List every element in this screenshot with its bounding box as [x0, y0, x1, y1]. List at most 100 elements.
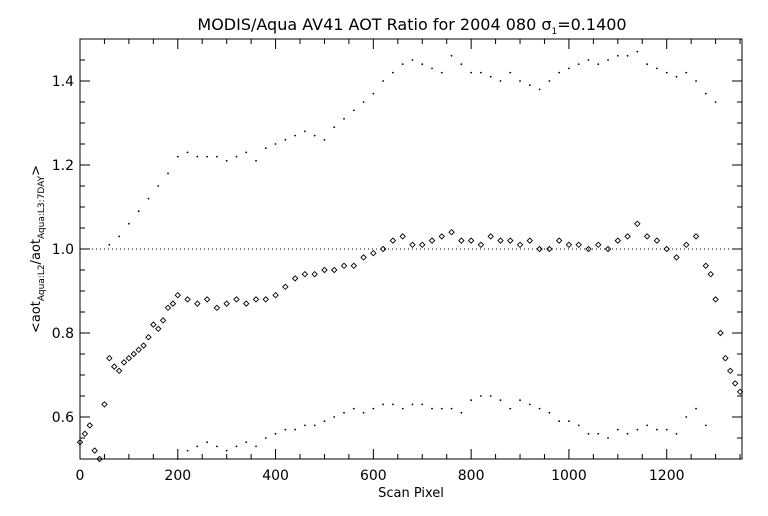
x-tick-label: 400: [262, 468, 289, 484]
data-point-mean_ratio: [174, 291, 182, 299]
data-point-mean_ratio: [477, 241, 485, 249]
data-point-lower_sigma: [196, 445, 199, 448]
data-point-upper_sigma: [665, 71, 668, 74]
data-point-lower_sigma: [274, 432, 277, 435]
data-point-lower_sigma: [597, 432, 600, 435]
y-axis-ticks: 0.6 0.8 1.0 1.2 1.4: [52, 38, 742, 460]
data-point-upper_sigma: [499, 80, 502, 82]
data-point-upper_sigma: [323, 138, 326, 141]
data-point-mean_ratio: [311, 270, 318, 278]
data-point-upper_sigma: [577, 63, 580, 66]
data-point-mean_ratio: [526, 237, 534, 244]
data-point-lower_sigma: [704, 424, 707, 427]
x-axis-label: Scan Pixel: [378, 486, 444, 501]
data-point-lower_sigma: [235, 445, 238, 448]
data-point-upper_sigma: [313, 134, 316, 137]
data-point-mean_ratio: [497, 237, 504, 244]
data-point-mean_ratio: [169, 300, 177, 307]
data-point-mean_ratio: [683, 241, 690, 249]
data-point-mean_ratio: [350, 262, 358, 270]
data-point-lower_sigma: [685, 416, 688, 418]
data-point-lower_sigma: [255, 445, 257, 448]
chart-title: MODIS/Aqua AV41 AOT Ratio for 2004 080 σ…: [197, 15, 626, 37]
data-point-mean_ratio: [340, 262, 348, 270]
data-point-lower_sigma: [577, 424, 580, 427]
data-point-upper_sigma: [587, 59, 590, 61]
data-point-mean_ratio: [150, 321, 157, 328]
data-point-upper_sigma: [675, 75, 678, 78]
data-point-lower_sigma: [333, 416, 336, 418]
data-point-mean_ratio: [125, 354, 133, 362]
data-point-upper_sigma: [245, 151, 248, 154]
data-point-mean_ratio: [595, 241, 602, 249]
data-point-lower_sigma: [480, 395, 482, 397]
data-point-upper_sigma: [421, 63, 424, 66]
data-point-mean_ratio: [242, 300, 250, 307]
data-point-upper_sigma: [304, 130, 306, 133]
data-point-mean_ratio: [604, 245, 612, 253]
data-point-upper_sigma: [636, 50, 639, 53]
data-point-upper_sigma: [186, 151, 189, 154]
x-tick-label: 1200: [649, 468, 685, 484]
data-point-mean_ratio: [120, 359, 128, 366]
y-axis-label: <aotAqua:L2/aotAqua:L3:7DAY>: [29, 165, 47, 333]
data-point-lower_sigma: [352, 407, 355, 410]
data-point-mean_ratio: [575, 241, 582, 249]
data-point-mean_ratio: [194, 300, 201, 307]
data-point-lower_sigma: [509, 407, 512, 410]
data-point-lower_sigma: [548, 411, 551, 414]
data-point-mean_ratio: [614, 237, 622, 244]
data-point-lower_sigma: [626, 432, 629, 435]
data-point-mean_ratio: [291, 275, 299, 282]
x-tick-label: 600: [360, 468, 387, 484]
data-point-mean_ratio: [379, 245, 387, 253]
data-marks: [76, 50, 744, 463]
y-tick-label: 1.4: [52, 74, 74, 90]
data-point-lower_sigma: [499, 399, 502, 402]
data-point-upper_sigma: [646, 63, 649, 66]
data-point-upper_sigma: [597, 63, 600, 66]
data-point-lower_sigma: [519, 399, 521, 402]
data-point-mean_ratio: [301, 270, 309, 278]
data-point-mean_ratio: [736, 388, 744, 396]
data-point-lower_sigma: [656, 428, 658, 431]
data-point-mean_ratio: [159, 317, 167, 324]
data-point-lower_sigma: [215, 445, 218, 448]
data-point-mean_ratio: [692, 233, 700, 240]
data-point-lower_sigma: [392, 403, 394, 406]
data-point-upper_sigma: [558, 71, 561, 74]
data-point-mean_ratio: [130, 350, 138, 358]
data-point-mean_ratio: [223, 300, 230, 307]
x-tick-label: 1000: [551, 468, 587, 484]
data-point-mean_ratio: [707, 270, 714, 278]
data-point-lower_sigma: [489, 395, 492, 397]
data-point-lower_sigma: [646, 424, 649, 427]
data-point-mean_ratio: [624, 233, 631, 240]
data-point-upper_sigma: [401, 63, 404, 66]
data-point-mean_ratio: [76, 438, 84, 446]
data-point-mean_ratio: [722, 354, 729, 362]
data-point-mean_ratio: [233, 296, 240, 303]
data-point-mean_ratio: [262, 296, 270, 303]
data-point-mean_ratio: [140, 342, 147, 349]
data-point-mean_ratio: [101, 401, 108, 408]
data-point-mean_ratio: [370, 249, 377, 257]
data-point-upper_sigma: [616, 54, 619, 57]
data-point-upper_sigma: [362, 101, 365, 103]
data-point-upper_sigma: [695, 80, 697, 82]
data-point-lower_sigma: [264, 437, 267, 439]
data-point-mean_ratio: [555, 237, 563, 244]
data-point-mean_ratio: [399, 233, 406, 240]
data-point-mean_ratio: [458, 237, 465, 244]
data-point-mean_ratio: [81, 430, 89, 438]
data-point-mean_ratio: [438, 233, 446, 240]
data-point-mean_ratio: [409, 241, 416, 249]
data-point-upper_sigma: [215, 155, 218, 158]
data-point-upper_sigma: [372, 92, 375, 95]
x-tick-label: 0: [76, 468, 85, 484]
data-point-upper_sigma: [235, 155, 238, 158]
data-point-upper_sigma: [225, 159, 228, 162]
y-tick-label: 0.6: [52, 410, 74, 426]
y-tick-label: 1.0: [52, 242, 74, 258]
